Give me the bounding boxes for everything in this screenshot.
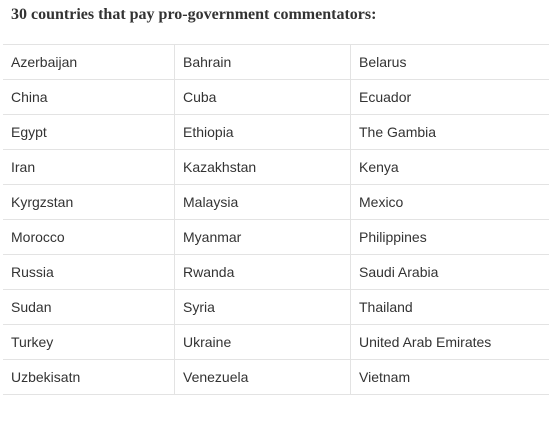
table-row: Morocco Myanmar Philippines [3,219,549,255]
table-cell: Vietnam [350,359,549,395]
table-cell: Bahrain [174,44,351,80]
table-row: Turkey Ukraine United Arab Emirates [3,324,549,360]
table-cell: Belarus [350,44,549,80]
table-cell: The Gambia [350,114,549,150]
table-cell: Philippines [350,219,549,255]
table-cell: Russia [3,254,175,290]
table-cell: Cuba [174,79,351,115]
table-cell: Mexico [350,184,549,220]
table-cell: Iran [3,149,175,185]
table-cell: Egypt [3,114,175,150]
table-row: China Cuba Ecuador [3,79,549,115]
table-cell: Ecuador [350,79,549,115]
table-row: Sudan Syria Thailand [3,289,549,325]
table-row: Egypt Ethiopia The Gambia [3,114,549,150]
table-cell: Kenya [350,149,549,185]
table-cell: Venezuela [174,359,351,395]
table-row: Russia Rwanda Saudi Arabia [3,254,549,290]
table-cell: Saudi Arabia [350,254,549,290]
table-cell: Thailand [350,289,549,325]
table-cell: Malaysia [174,184,351,220]
table-cell: United Arab Emirates [350,324,549,360]
table-cell: Kazakhstan [174,149,351,185]
table-cell: Ukraine [174,324,351,360]
table-cell: Uzbekisatn [3,359,175,395]
table-row: Uzbekisatn Venezuela Vietnam [3,359,549,395]
table-cell: Ethiopia [174,114,351,150]
title: 30 countries that pay pro-government com… [11,6,377,23]
table-cell: Rwanda [174,254,351,290]
table-row: Iran Kazakhstan Kenya [3,149,549,185]
table-cell: Turkey [3,324,175,360]
table-cell: Myanmar [174,219,351,255]
table-cell: Kyrgzstan [3,184,175,220]
table-cell: China [3,79,175,115]
table-cell: Sudan [3,289,175,325]
table-cell: Syria [174,289,351,325]
table-row: Azerbaijan Bahrain Belarus [3,44,549,80]
table-cell: Morocco [3,219,175,255]
table-cell: Azerbaijan [3,44,175,80]
table-row: Kyrgzstan Malaysia Mexico [3,184,549,220]
country-table: Azerbaijan Bahrain Belarus China Cuba Ecuador… [3,44,549,395]
